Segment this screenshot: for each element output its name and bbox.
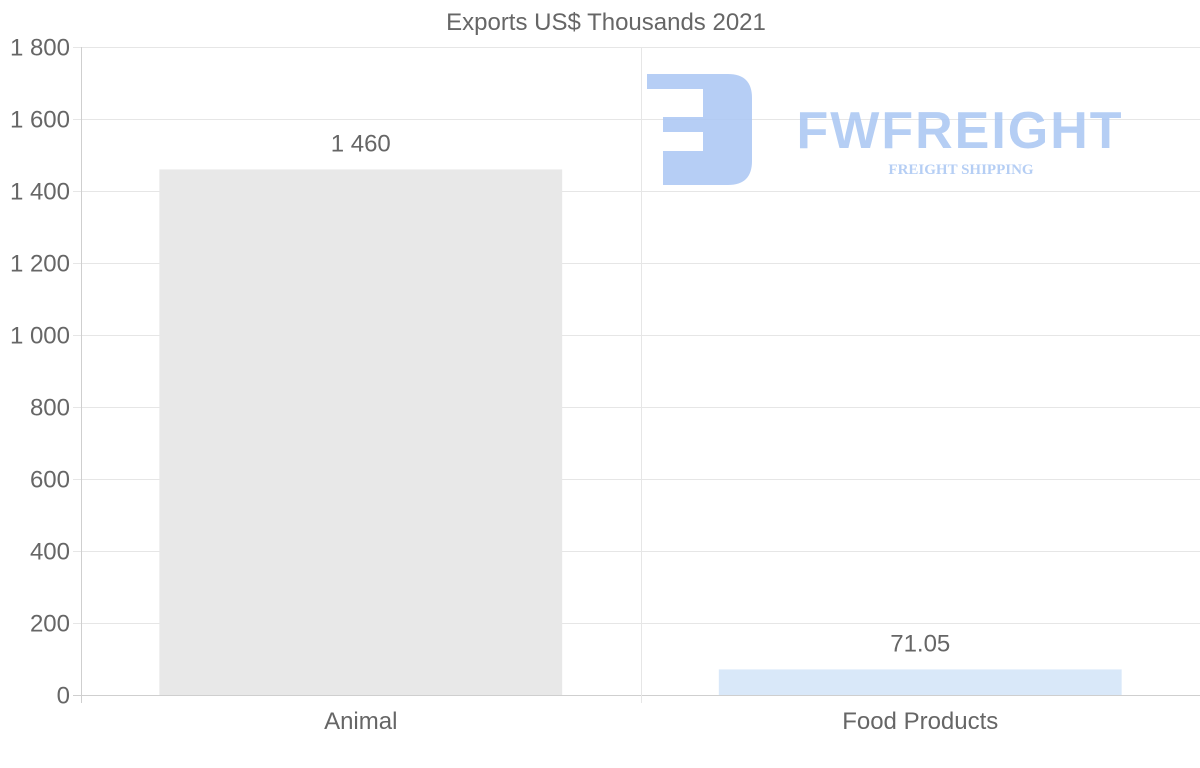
data-label: 1 460 [331, 130, 391, 157]
x-axis: Animal Food Products [324, 708, 998, 735]
chart-title: Exports US$ Thousands 2021 [446, 9, 766, 36]
logo-mark-icon [647, 74, 752, 185]
y-tick-label: 200 [30, 611, 70, 638]
bar-food-products [718, 669, 1122, 695]
y-tick-label: 600 [30, 467, 70, 494]
y-axis: 0 200 400 600 800 1 000 1 200 1 400 1 600 1 800 [10, 35, 70, 710]
y-tick-label: 1 000 [10, 323, 70, 350]
bars: 1 460 71.05 [159, 130, 1122, 695]
x-tick-label: Animal [324, 708, 397, 735]
y-tick-label: 800 [30, 395, 70, 422]
y-tick-label: 1 600 [10, 107, 70, 134]
y-tick-label: 1 400 [10, 179, 70, 206]
y-tick-label: 1 800 [10, 35, 70, 62]
watermark-brand: FWFREIGHT [796, 102, 1123, 160]
y-tick-label: 400 [30, 539, 70, 566]
watermark-tagline: FREIGHT SHIPPING [888, 162, 1033, 178]
y-tick-label: 0 [57, 683, 70, 710]
data-label: 71.05 [890, 630, 950, 657]
bar-animal [159, 169, 563, 695]
watermark-logo: FWFREIGHT FREIGHT SHIPPING [647, 74, 1123, 185]
x-tick-label: Food Products [842, 708, 998, 735]
y-tick-label: 1 200 [10, 251, 70, 278]
